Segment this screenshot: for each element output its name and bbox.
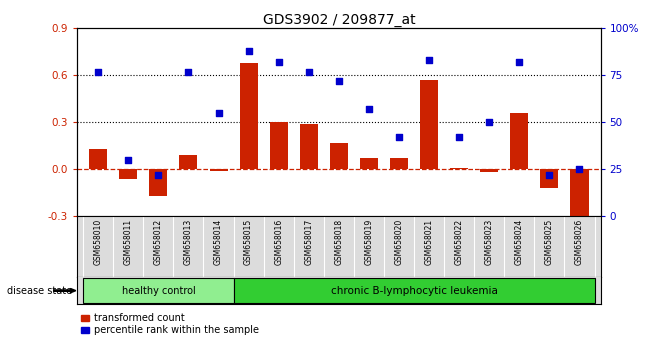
Bar xyxy=(300,124,318,169)
Point xyxy=(574,166,585,172)
Point xyxy=(454,135,464,140)
Bar xyxy=(420,80,438,169)
Bar xyxy=(119,169,138,178)
Text: GSM658016: GSM658016 xyxy=(274,219,283,266)
Text: GSM658015: GSM658015 xyxy=(244,219,253,266)
Bar xyxy=(240,63,258,169)
Bar xyxy=(270,122,288,169)
Text: percentile rank within the sample: percentile rank within the sample xyxy=(94,325,259,335)
Point xyxy=(484,119,495,125)
Bar xyxy=(89,149,107,169)
Text: GSM658023: GSM658023 xyxy=(484,219,494,266)
Bar xyxy=(480,169,499,172)
Text: GSM658011: GSM658011 xyxy=(124,219,133,265)
Point xyxy=(333,78,344,84)
Point xyxy=(244,48,254,54)
Text: GSM658014: GSM658014 xyxy=(214,219,223,266)
Point xyxy=(93,69,103,74)
Point xyxy=(514,59,525,65)
Text: GSM658019: GSM658019 xyxy=(364,219,374,266)
Text: GSM658020: GSM658020 xyxy=(395,219,403,266)
Point xyxy=(544,172,555,178)
Title: GDS3902 / 209877_at: GDS3902 / 209877_at xyxy=(262,13,415,27)
Text: transformed count: transformed count xyxy=(94,313,185,323)
Bar xyxy=(179,155,197,169)
Bar xyxy=(570,169,588,229)
Text: healthy control: healthy control xyxy=(121,286,195,296)
Bar xyxy=(450,167,468,169)
Point xyxy=(394,135,405,140)
Point xyxy=(213,110,224,116)
Text: GSM658026: GSM658026 xyxy=(575,219,584,266)
Text: GSM658022: GSM658022 xyxy=(455,219,464,265)
Text: GSM658021: GSM658021 xyxy=(425,219,433,265)
Text: GSM658025: GSM658025 xyxy=(545,219,554,266)
Point xyxy=(183,69,194,74)
Bar xyxy=(360,158,378,169)
Text: GSM658018: GSM658018 xyxy=(334,219,344,265)
Text: GSM658024: GSM658024 xyxy=(515,219,524,266)
Bar xyxy=(511,113,528,169)
Bar xyxy=(234,278,595,303)
Text: GSM658010: GSM658010 xyxy=(94,219,103,266)
Bar xyxy=(150,169,167,196)
Point xyxy=(364,106,374,112)
Text: GSM658013: GSM658013 xyxy=(184,219,193,266)
Point xyxy=(423,57,434,63)
Text: GSM658017: GSM658017 xyxy=(304,219,313,266)
Bar xyxy=(209,169,227,171)
Text: disease state: disease state xyxy=(7,286,72,296)
Bar xyxy=(540,169,558,188)
Bar xyxy=(390,158,408,169)
Point xyxy=(303,69,314,74)
Point xyxy=(273,59,284,65)
Text: GSM658012: GSM658012 xyxy=(154,219,163,265)
Point xyxy=(123,157,134,162)
Text: chronic B-lymphocytic leukemia: chronic B-lymphocytic leukemia xyxy=(331,286,497,296)
Bar xyxy=(83,278,234,303)
Bar xyxy=(330,143,348,169)
Point xyxy=(153,172,164,178)
